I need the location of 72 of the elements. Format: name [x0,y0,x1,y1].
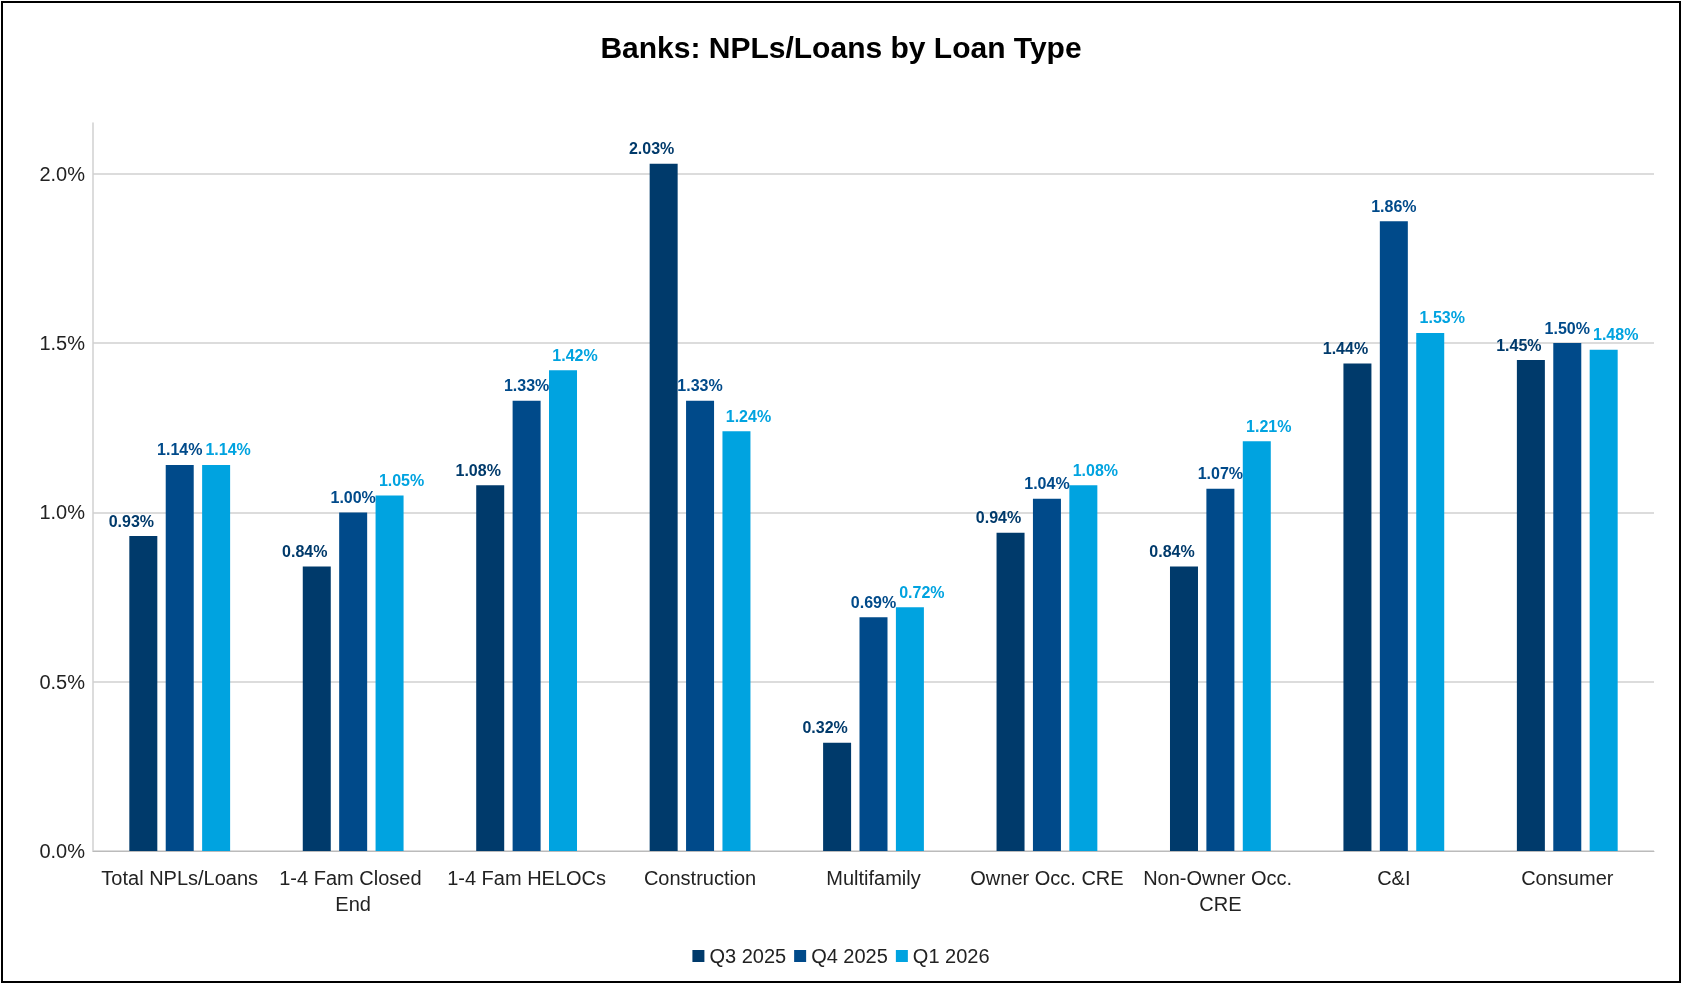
x-tick-label: 1-4 Fam Closed End [279,867,428,915]
legend-label: Q3 2025 [709,945,787,967]
bar [1516,360,1545,851]
x-tick-label: Non-Owner Occ. CRE [1143,867,1298,915]
data-label: 1.33% [677,377,723,395]
data-label: 1.08% [455,461,501,479]
x-tick-label: Total NPLs/Loans [101,867,259,889]
x-tick-label: Owner Occ. CRE [970,867,1124,889]
bar [649,163,678,851]
x-tick-label: Construction [643,867,757,889]
x-tick-label: 1-4 Fam HELOCs [447,867,607,889]
data-label: 0.84% [282,543,328,561]
bar [1379,221,1408,851]
bar [1416,332,1445,851]
bar [1069,485,1098,851]
x-tick-label: Multifamily [826,867,921,889]
bar [375,495,404,851]
data-label: 1.33% [503,377,550,395]
data-label: 0.69% [850,593,897,611]
data-label: 1.04% [1024,475,1070,493]
bar [1169,566,1198,851]
data-label: 1.42% [552,346,598,364]
bar [302,566,331,851]
bar [859,617,888,851]
data-label: 1.05% [378,471,425,489]
data-label: 0.84% [1149,543,1195,561]
bar [1242,441,1271,851]
x-tick-label: Consumer [1521,867,1614,889]
data-label: 1.44% [1322,339,1369,357]
data-label: 1.08% [1072,461,1119,479]
bar [1553,343,1582,851]
bar [339,512,368,851]
bar [165,464,194,851]
data-label: 1.48% [1592,326,1639,344]
bar [476,485,505,851]
bar [823,742,852,851]
data-label: 1.53% [1419,309,1465,327]
y-tick-label: 0.5% [39,670,86,693]
bar [129,536,158,851]
data-label: 2.03% [628,140,675,158]
y-tick-label: 0.0% [39,840,86,862]
data-label: 1.14% [157,441,203,459]
bar [1032,498,1061,851]
data-label: 1.86% [1371,197,1417,215]
y-tick-label: 1.5% [39,332,86,355]
data-label: 1.45% [1496,336,1542,354]
data-label: 1.24% [725,407,772,425]
bar [1206,488,1235,851]
data-label: 1.50% [1544,319,1590,337]
bar [996,532,1025,851]
data-label: 1.07% [1197,465,1244,483]
bar [895,607,924,851]
y-tick-label: 2.0% [39,162,86,185]
legend-label: Q4 2025 [811,945,888,967]
data-label: 0.94% [975,509,1022,527]
bar [1343,363,1372,851]
data-label: 0.72% [899,583,945,601]
data-label: 0.93% [108,512,155,530]
data-label: 0.32% [802,719,848,737]
bar [722,431,751,851]
chart-title: Banks: NPLs/Loans by Loan Type [600,30,1082,64]
data-label: 1.14% [205,441,251,459]
y-tick-label: 1.0% [39,501,86,524]
data-label: 1.00% [330,488,376,506]
bar [202,464,231,851]
bar [686,400,715,851]
bar [512,400,541,851]
bar [549,370,578,851]
data-label: 1.21% [1246,417,1292,435]
bar [1589,349,1618,851]
x-tick-label: C&I [1377,867,1411,889]
legend-label: Q1 2026 [912,945,990,967]
